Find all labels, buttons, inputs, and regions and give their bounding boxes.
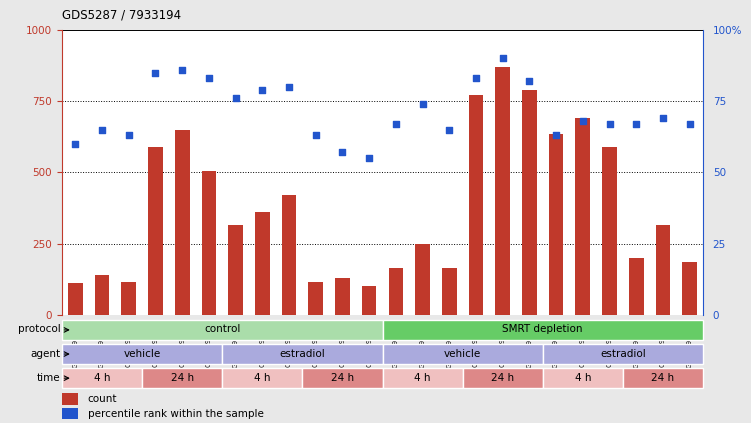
Point xyxy=(69,140,81,147)
Bar xyxy=(415,244,430,315)
Text: 24 h: 24 h xyxy=(331,373,354,383)
Bar xyxy=(62,408,78,420)
Text: estradiol: estradiol xyxy=(279,349,325,359)
Point xyxy=(470,75,482,82)
Bar xyxy=(656,225,671,315)
Bar xyxy=(623,368,703,388)
Point xyxy=(523,78,535,85)
Bar xyxy=(303,368,382,388)
Point xyxy=(176,66,189,73)
Bar xyxy=(575,118,590,315)
Bar xyxy=(62,393,78,404)
Bar xyxy=(549,134,563,315)
Point xyxy=(96,126,108,133)
Point xyxy=(309,132,321,139)
Bar xyxy=(122,282,136,315)
Text: GDS5287 / 7933194: GDS5287 / 7933194 xyxy=(62,8,181,22)
Bar xyxy=(442,268,457,315)
Bar xyxy=(222,368,303,388)
Point xyxy=(550,132,562,139)
Bar xyxy=(175,129,189,315)
Bar xyxy=(602,147,617,315)
Point xyxy=(390,121,402,127)
Bar xyxy=(142,368,222,388)
Text: agent: agent xyxy=(31,349,61,359)
Point xyxy=(336,149,348,156)
Text: 4 h: 4 h xyxy=(575,373,591,383)
Text: protocol: protocol xyxy=(18,324,61,335)
Bar xyxy=(463,368,543,388)
Bar xyxy=(255,212,270,315)
Point xyxy=(230,95,242,102)
Point xyxy=(630,121,642,127)
Bar xyxy=(148,147,163,315)
Point xyxy=(683,121,695,127)
Text: estradiol: estradiol xyxy=(600,349,646,359)
Bar xyxy=(68,283,83,315)
Bar xyxy=(335,277,350,315)
Point xyxy=(283,84,295,91)
Text: time: time xyxy=(37,373,61,383)
Text: 24 h: 24 h xyxy=(651,373,674,383)
Point xyxy=(577,118,589,124)
Text: control: control xyxy=(204,324,240,335)
Point xyxy=(604,121,616,127)
Text: 24 h: 24 h xyxy=(170,373,194,383)
Bar xyxy=(683,262,697,315)
Text: SMRT depletion: SMRT depletion xyxy=(502,324,583,335)
Bar xyxy=(62,368,142,388)
Text: percentile rank within the sample: percentile rank within the sample xyxy=(88,409,264,419)
Point xyxy=(363,155,376,162)
Bar xyxy=(222,344,382,364)
Point xyxy=(657,115,669,122)
Bar xyxy=(282,195,297,315)
Point xyxy=(122,132,134,139)
Bar xyxy=(382,344,543,364)
Bar xyxy=(362,286,376,315)
Bar xyxy=(201,171,216,315)
Text: count: count xyxy=(88,394,117,404)
Bar xyxy=(382,368,463,388)
Bar xyxy=(629,258,644,315)
Bar xyxy=(388,268,403,315)
Bar xyxy=(543,344,703,364)
Bar xyxy=(62,320,382,340)
Bar xyxy=(522,90,537,315)
Point xyxy=(203,75,215,82)
Bar xyxy=(496,67,510,315)
Text: 4 h: 4 h xyxy=(415,373,431,383)
Bar xyxy=(469,96,484,315)
Bar xyxy=(228,225,243,315)
Text: vehicle: vehicle xyxy=(123,349,161,359)
Point xyxy=(149,69,161,76)
Bar xyxy=(62,344,222,364)
Point xyxy=(417,101,429,107)
Bar xyxy=(543,368,623,388)
Bar xyxy=(309,282,323,315)
Bar xyxy=(382,320,703,340)
Point xyxy=(496,55,508,62)
Bar xyxy=(95,275,110,315)
Text: 4 h: 4 h xyxy=(254,373,270,383)
Text: 24 h: 24 h xyxy=(491,373,514,383)
Point xyxy=(443,126,455,133)
Text: 4 h: 4 h xyxy=(94,373,110,383)
Point xyxy=(256,86,268,93)
Text: vehicle: vehicle xyxy=(444,349,481,359)
